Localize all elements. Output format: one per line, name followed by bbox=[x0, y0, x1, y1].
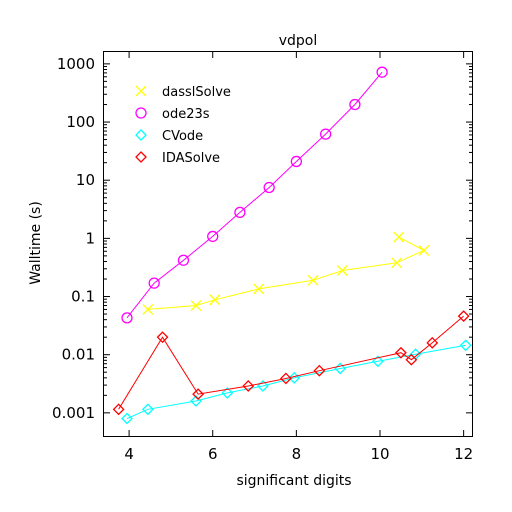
y-tick-label: 100 bbox=[66, 113, 95, 131]
legend-marker bbox=[135, 151, 147, 163]
data-point bbox=[192, 388, 205, 401]
data-point bbox=[207, 230, 219, 243]
legend-item: IDASolve bbox=[135, 151, 220, 166]
y-axis-title: Walltime (s) bbox=[28, 201, 44, 285]
chart-title: vdpol bbox=[279, 33, 318, 49]
data-point bbox=[405, 353, 418, 366]
y-tick-label: 0.1 bbox=[71, 288, 95, 306]
y-tick-label: 1 bbox=[85, 229, 95, 247]
data-point bbox=[121, 312, 133, 324]
data-point bbox=[121, 412, 133, 425]
legend-marker bbox=[135, 107, 147, 119]
legend-item: dasslSolve bbox=[135, 85, 231, 100]
y-tick-label: 10 bbox=[76, 171, 95, 189]
data-point bbox=[391, 257, 403, 269]
data-point bbox=[376, 66, 388, 78]
data-point bbox=[349, 98, 361, 111]
data-point bbox=[459, 339, 472, 352]
x-axis-title: significant digits bbox=[236, 473, 351, 489]
data-point bbox=[148, 277, 160, 289]
x-tick-label: 4 bbox=[124, 445, 134, 463]
data-point bbox=[221, 387, 234, 399]
data-point bbox=[253, 283, 265, 295]
legend-label: CVode bbox=[162, 129, 203, 144]
data-point bbox=[142, 303, 154, 315]
data-point bbox=[263, 181, 275, 194]
series-CVode bbox=[121, 339, 472, 425]
legend-label: dasslSolve bbox=[162, 85, 231, 100]
legend-item: CVode bbox=[135, 129, 203, 144]
data-point bbox=[141, 403, 154, 416]
data-point bbox=[242, 380, 255, 392]
data-point bbox=[156, 331, 169, 344]
legend-label: ode23s bbox=[162, 107, 210, 122]
data-point bbox=[313, 364, 326, 377]
series-layer bbox=[112, 66, 472, 425]
series-dasslSolve bbox=[142, 231, 430, 315]
data-point bbox=[234, 206, 246, 219]
data-point bbox=[256, 380, 269, 392]
data-point bbox=[177, 254, 190, 266]
series-ode23s bbox=[121, 66, 388, 324]
data-point bbox=[279, 372, 292, 385]
data-point bbox=[418, 244, 430, 256]
y-tick-label: 0.001 bbox=[52, 404, 95, 422]
data-point bbox=[394, 346, 407, 359]
series-line bbox=[126, 344, 466, 419]
legend-item: ode23s bbox=[135, 107, 210, 122]
data-point bbox=[190, 395, 202, 407]
legend-marker bbox=[135, 129, 147, 141]
data-point bbox=[426, 336, 439, 349]
series-line bbox=[126, 71, 383, 319]
x-tick-label: 8 bbox=[292, 445, 302, 463]
y-tick-label: 1000 bbox=[57, 55, 95, 73]
series-IDASolve bbox=[112, 310, 470, 416]
series-line bbox=[118, 315, 464, 410]
data-point bbox=[307, 274, 319, 286]
x-tick-label: 6 bbox=[208, 445, 218, 463]
axis-ticks: 4 6 8 10 12 0.001 0.01 0.1 1 10 100 1000 bbox=[52, 52, 473, 463]
data-point bbox=[290, 155, 303, 168]
data-point bbox=[319, 128, 332, 140]
plot-frame bbox=[103, 51, 473, 437]
data-point bbox=[457, 310, 470, 323]
data-point bbox=[371, 355, 384, 368]
data-point bbox=[112, 403, 125, 416]
legend-label: IDASolve bbox=[162, 151, 220, 166]
data-point bbox=[209, 294, 221, 306]
legend: dasslSolve ode23s CVode IDASolve bbox=[135, 85, 231, 166]
data-point bbox=[393, 231, 405, 243]
data-point bbox=[336, 265, 348, 276]
x-tick-label: 10 bbox=[370, 445, 389, 463]
y-tick-label: 0.01 bbox=[62, 346, 95, 364]
legend-marker bbox=[135, 85, 147, 97]
x-tick-label: 12 bbox=[454, 445, 473, 463]
data-point bbox=[190, 300, 202, 311]
series-line bbox=[147, 236, 426, 310]
